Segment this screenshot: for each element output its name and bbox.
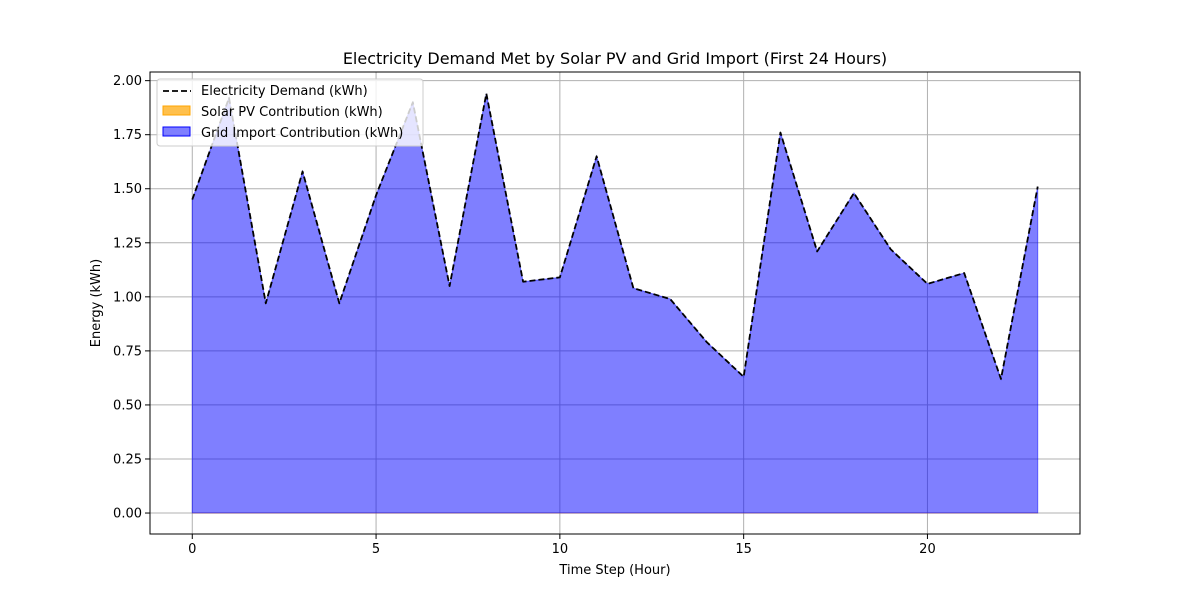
x-tick-label: 15 xyxy=(735,542,752,557)
y-axis-label: Energy (kWh) xyxy=(89,259,104,347)
x-tick-label: 5 xyxy=(372,542,380,557)
area-layer xyxy=(191,93,1039,514)
x-tick-label: 0 xyxy=(188,542,196,557)
legend-label-grid: Grid Import Contribution (kWh) xyxy=(201,126,403,141)
y-tick-label: 1.50 xyxy=(113,182,142,197)
chart-title: Electricity Demand Met by Solar PV and G… xyxy=(343,49,887,68)
legend-label-demand: Electricity Demand (kWh) xyxy=(201,84,368,99)
demand-line xyxy=(191,92,1039,380)
y-tick-label: 1.25 xyxy=(113,236,142,251)
legend-swatch-solar xyxy=(162,105,191,116)
y-tick-label: 0.25 xyxy=(113,452,142,467)
legend: Electricity Demand (kWh) Solar PV Contri… xyxy=(156,78,424,147)
y-tick-label: 0.50 xyxy=(113,398,142,413)
y-tick-label: 0.00 xyxy=(113,507,142,522)
x-tick-label: 10 xyxy=(552,542,569,557)
axis-ticks: 0 5 10 15 20 0.00 0.25 0.50 0.75 1.00 1.25 1.50 1.75… xyxy=(113,74,936,557)
grid-import-area xyxy=(191,93,1039,514)
legend-swatch-grid xyxy=(162,126,191,137)
y-tick-label: 0.75 xyxy=(113,344,142,359)
x-tick-label: 20 xyxy=(919,542,936,557)
y-tick-label: 1.00 xyxy=(113,290,142,305)
plot-frame xyxy=(149,71,1081,535)
x-axis-label: Time Step (Hour) xyxy=(558,563,670,578)
line-layer xyxy=(191,92,1039,380)
legend-box xyxy=(156,78,424,147)
legend-label-solar: Solar PV Contribution (kWh) xyxy=(201,105,383,120)
y-tick-label: 2.00 xyxy=(113,74,142,89)
y-tick-label: 1.75 xyxy=(113,128,142,143)
